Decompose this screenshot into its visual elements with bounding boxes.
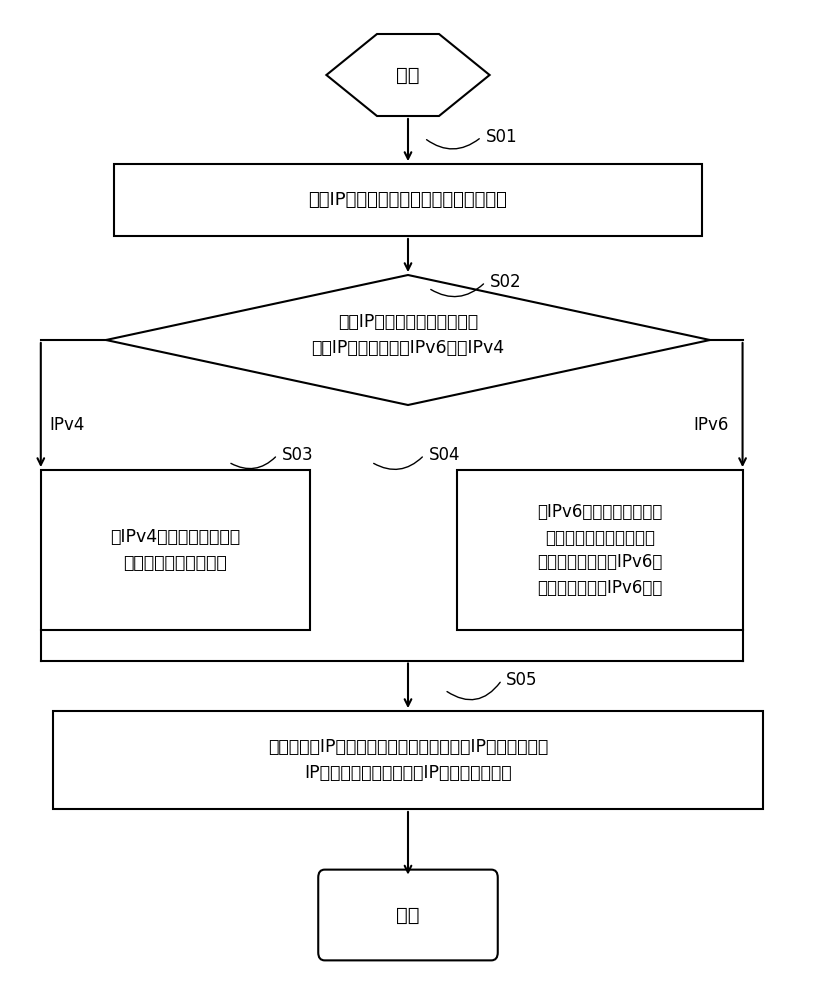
FancyBboxPatch shape [114, 164, 702, 236]
Polygon shape [326, 34, 490, 116]
Text: 结束: 结束 [397, 906, 419, 924]
FancyBboxPatch shape [457, 470, 743, 630]
Text: S01: S01 [486, 128, 517, 146]
Text: 根据预置的IP地址与所述长整型数据对应的IP映射关系建立
IP映射关系表，并将所述IP映射关系表存储: 根据预置的IP地址与所述长整型数据对应的IP映射关系建立 IP映射关系表，并将所… [268, 738, 548, 782]
FancyBboxPatch shape [318, 870, 498, 960]
Text: 将IPv6地址的表示形式由
显示型转换为存储型，并
将转换后的存储型IPv6地
址赋値为长整型IPv6地址: 将IPv6地址的表示形式由 显示型转换为存储型，并 将转换后的存储型IPv6地 … [537, 504, 663, 596]
Text: S03: S03 [282, 446, 313, 464]
Text: IPv4: IPv4 [49, 416, 85, 434]
Text: S04: S04 [428, 446, 460, 464]
Text: S05: S05 [506, 671, 538, 689]
Text: 定义IP地址的表示形式为存储型和显示型: 定义IP地址的表示形式为存储型和显示型 [308, 191, 508, 209]
Text: 开始: 开始 [397, 66, 419, 85]
Text: 将IPv4地址使用对应的长
整型数据进行唯一标识: 将IPv4地址使用对应的长 整型数据进行唯一标识 [110, 528, 241, 572]
Polygon shape [106, 275, 710, 405]
FancyBboxPatch shape [53, 711, 763, 809]
FancyBboxPatch shape [41, 470, 310, 630]
Text: S02: S02 [490, 273, 521, 291]
Text: IPv6: IPv6 [694, 416, 730, 434]
Text: 接收IP地址字节流信息并判断
所述IP地址的版本是IPv6还是IPv4: 接收IP地址字节流信息并判断 所述IP地址的版本是IPv6还是IPv4 [312, 313, 504, 357]
